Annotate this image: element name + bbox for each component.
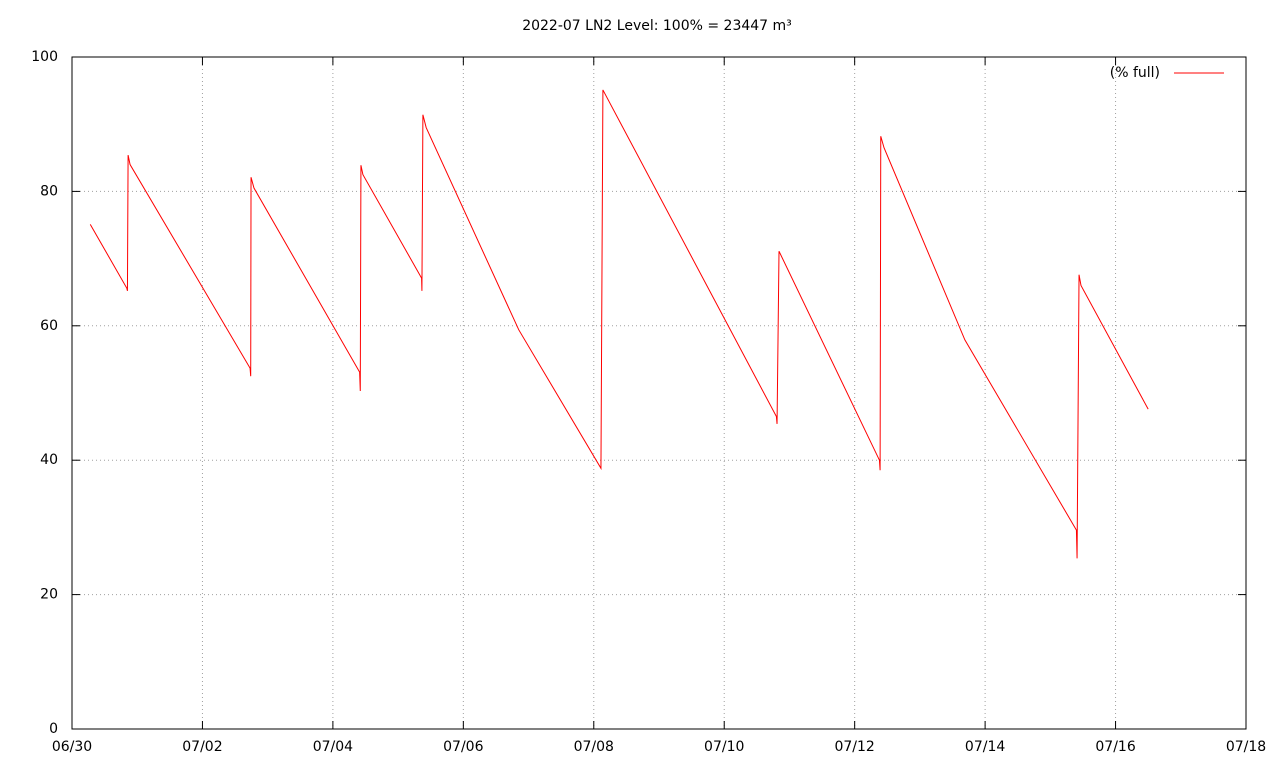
- y-tick-label: 80: [40, 183, 58, 199]
- plot-border: [71, 56, 1247, 730]
- y-tick-label: 100: [31, 49, 58, 65]
- x-tick-label: 07/04: [313, 739, 353, 755]
- x-tick-label: 07/18: [1226, 739, 1266, 755]
- data-line: [89, 89, 1149, 559]
- x-tick-label: 07/12: [834, 739, 874, 755]
- legend-label: (% full): [1110, 65, 1160, 81]
- x-tick-label: 07/16: [1095, 739, 1135, 755]
- y-tick-label: 60: [40, 318, 58, 334]
- x-tick-label: 07/08: [574, 739, 614, 755]
- x-tick-label: 07/02: [182, 739, 222, 755]
- chart-title: 2022-07 LN2 Level: 100% = 23447 m³: [522, 18, 792, 34]
- x-tick-label: 07/14: [965, 739, 1005, 755]
- y-tick-label: 0: [49, 721, 58, 737]
- x-tick-label: 07/10: [704, 739, 744, 755]
- y-tick-label: 20: [40, 587, 58, 603]
- x-tick-label: 06/30: [52, 739, 92, 755]
- y-tick-label: 40: [40, 452, 58, 468]
- x-tick-label: 07/06: [443, 739, 483, 755]
